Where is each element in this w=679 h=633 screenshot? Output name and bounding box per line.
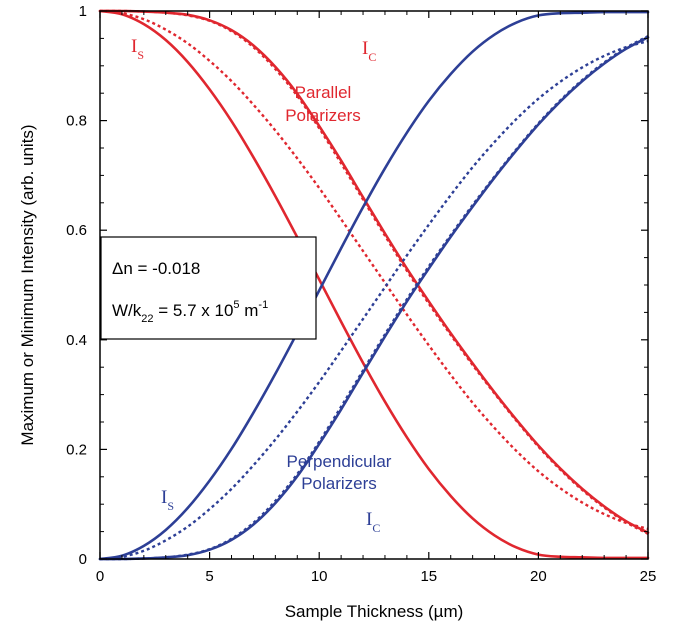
w-k22-text: W/k22 = 5.7 x 105 m-1	[112, 299, 268, 325]
y-tick-label: 1	[79, 3, 87, 20]
perpendicular-is-label: IS	[161, 487, 174, 513]
x-tick-label: 15	[420, 568, 437, 585]
series-perp-ic-solid	[98, 36, 650, 561]
ticks-layer: 0 5 10 15 20 25 0 0.2 0.4 0.6 0.8 1	[66, 3, 656, 585]
perpendicular-label-line1: Perpendicular	[287, 452, 392, 471]
y-axis-label: Maximum or Minimum Intensity (arb. units…	[18, 124, 37, 445]
x-tick-label: 10	[311, 568, 328, 585]
delta-n-text: Δn = -0.018	[112, 259, 200, 278]
y-tick-label: 0	[79, 551, 87, 568]
parallel-ic-label: IC	[362, 38, 376, 64]
x-tick-label: 20	[530, 568, 547, 585]
series-layer	[98, 9, 650, 561]
series-perp-is-dotted	[99, 39, 649, 561]
x-tick-label: 25	[640, 568, 657, 585]
x-tick-label: 5	[205, 568, 213, 585]
parallel-label-line1: Parallel	[295, 83, 352, 102]
x-axis-label: Sample Thickness (µm)	[285, 602, 464, 621]
series-par-is-solid	[98, 9, 650, 560]
perpendicular-ic-label: IC	[366, 509, 380, 535]
y-tick-label: 0.6	[66, 222, 87, 239]
series-par-is-dotted	[99, 9, 649, 531]
series-perp-is-solid	[98, 10, 650, 561]
x-tick-label: 0	[96, 568, 104, 585]
perpendicular-label-line2: Polarizers	[301, 474, 377, 493]
parallel-label-line2: Polarizers	[285, 106, 361, 125]
series-par-ic-solid	[98, 9, 650, 534]
parameter-box	[100, 236, 317, 340]
y-tick-label: 0.4	[66, 332, 87, 349]
parallel-is-label: IS	[131, 36, 144, 62]
y-tick-label: 0.2	[66, 441, 87, 458]
y-tick-label: 0.8	[66, 113, 87, 130]
